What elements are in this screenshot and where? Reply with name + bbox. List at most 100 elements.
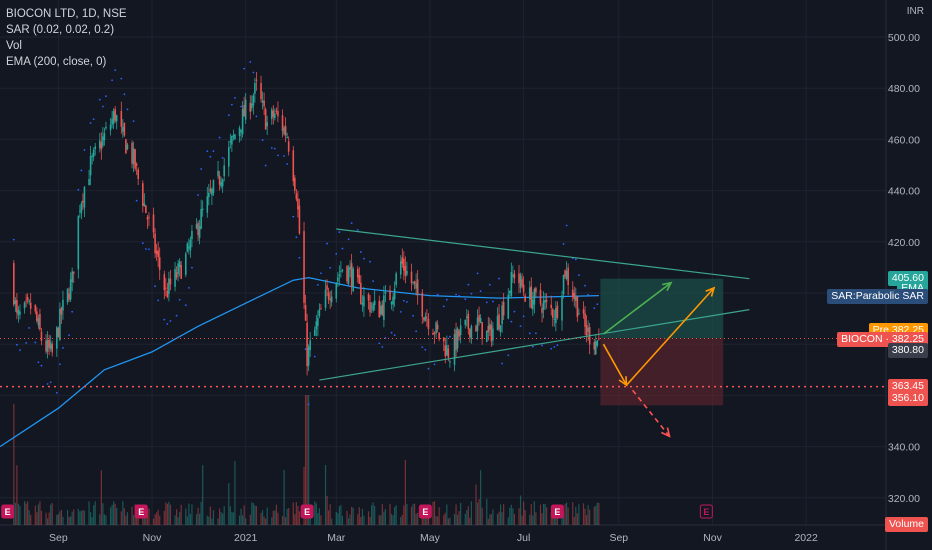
candle-body <box>467 313 470 330</box>
volume-bar <box>45 512 47 525</box>
candle-body <box>25 300 27 302</box>
price-label: Volume <box>884 517 928 533</box>
volume-bar <box>453 513 456 525</box>
volume-bar <box>412 504 414 525</box>
volume-bar <box>254 505 256 525</box>
candle-body <box>152 214 155 233</box>
volume-bar <box>51 503 53 525</box>
volume-bar <box>94 501 96 525</box>
earnings-icon[interactable]: E <box>300 504 314 519</box>
volume-bar <box>159 515 161 525</box>
volume-bar <box>573 517 575 525</box>
svg-text:E: E <box>422 507 428 517</box>
candle-body <box>201 208 204 210</box>
volume-bar <box>122 501 124 525</box>
candle-body <box>545 299 548 302</box>
volume-bar <box>492 509 494 525</box>
candle-body <box>131 142 133 164</box>
volume-bar <box>318 508 320 525</box>
volume-bar <box>186 516 188 525</box>
sar-dot <box>105 95 107 98</box>
volume-bar <box>566 502 568 525</box>
sar-dot <box>498 277 500 280</box>
earnings-icon[interactable]: E <box>1 504 15 519</box>
symbol-title[interactable]: BIOCON LTD, 1D, NSE <box>6 8 127 20</box>
volume-bar <box>23 501 26 525</box>
candle-body <box>571 289 574 298</box>
sar-dot <box>37 361 40 364</box>
candle-body <box>298 205 301 234</box>
volume-bar <box>487 518 489 525</box>
candle-body <box>489 323 491 330</box>
sar-dot <box>92 118 95 121</box>
candle-body <box>264 109 267 130</box>
candle-body <box>163 274 166 291</box>
candle-body <box>168 278 170 295</box>
candle-body <box>576 296 579 317</box>
volume-bar <box>175 509 178 525</box>
sar-dot <box>295 236 298 239</box>
sar-dot <box>209 155 212 158</box>
svg-text:E: E <box>138 507 144 517</box>
volume-bar <box>292 502 294 525</box>
volume-bar <box>103 514 106 525</box>
candle-body <box>294 177 296 191</box>
volume-bar <box>507 517 509 525</box>
volume-bar <box>470 501 473 525</box>
svg-text:E: E <box>304 507 310 517</box>
candle-body <box>475 325 477 332</box>
sar-dot <box>58 363 61 366</box>
triangle-lower-line <box>319 309 750 381</box>
candle-body <box>148 216 150 218</box>
volume-bar <box>295 501 297 525</box>
volume-bar <box>503 504 505 525</box>
candle-body <box>40 331 43 341</box>
volume-bar <box>125 515 127 525</box>
volume-bar <box>410 506 413 525</box>
volume-bar <box>238 515 241 525</box>
volume-bar <box>415 513 417 525</box>
volume-bar <box>587 505 589 525</box>
candle-body <box>36 311 38 321</box>
volume-bar <box>39 501 41 525</box>
earnings-icon[interactable]: E <box>699 504 713 519</box>
sar-dot <box>15 343 18 346</box>
volume-bar <box>438 507 440 525</box>
candle-body <box>584 313 586 327</box>
candle-body <box>426 317 428 319</box>
sar-dot <box>212 150 215 153</box>
volume-bar <box>496 513 499 525</box>
volume-bar <box>406 503 408 525</box>
earnings-icon[interactable]: E <box>134 504 148 519</box>
earnings-icon[interactable]: E <box>550 504 564 519</box>
volume-bar <box>261 510 264 525</box>
svg-text:E: E <box>703 507 709 517</box>
sar-dot <box>510 320 513 323</box>
candle-body <box>587 327 589 332</box>
candle-body <box>330 296 333 303</box>
candle-body <box>337 277 339 282</box>
candle-body <box>556 305 559 318</box>
candle-body <box>567 267 569 285</box>
volume-bar <box>199 513 201 525</box>
volume-bar <box>372 502 374 525</box>
sar-dot <box>298 256 301 259</box>
sar-indicator-label[interactable]: SAR (0.02, 0.02, 0.2) <box>6 24 115 36</box>
volume-bar <box>466 510 468 525</box>
y-tick-label: 460.00 <box>888 134 920 146</box>
candle-body <box>68 293 70 300</box>
earnings-icon[interactable]: E <box>418 504 432 519</box>
volume-bar <box>357 514 359 525</box>
candle-body <box>46 339 49 352</box>
candle-body <box>175 272 178 278</box>
candle-body <box>102 136 104 146</box>
volume-indicator-label[interactable]: Vol <box>6 40 22 52</box>
ema-indicator-label[interactable]: EMA (200, close, 0) <box>6 56 107 68</box>
sar-dot <box>347 238 350 241</box>
sar-dot <box>25 342 28 344</box>
parabolic-sar <box>12 61 599 406</box>
svg-text:E: E <box>554 507 560 517</box>
candle-body <box>361 303 364 305</box>
candle-body <box>390 301 393 305</box>
